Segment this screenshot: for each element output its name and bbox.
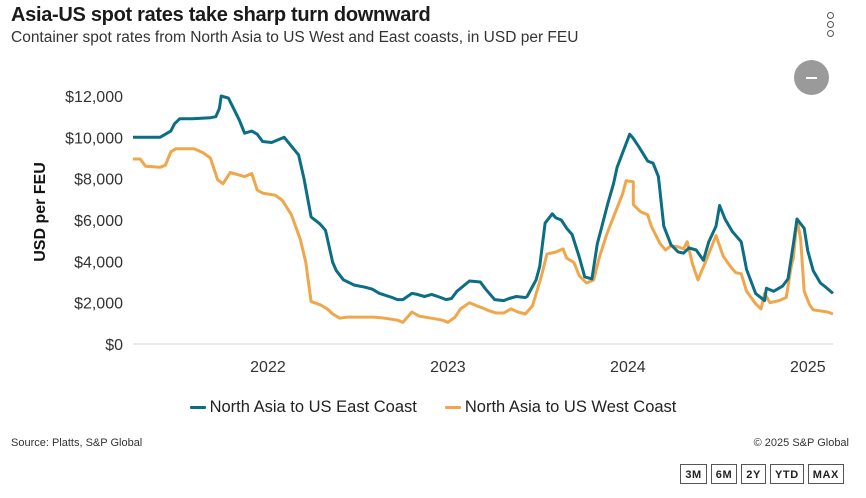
source-note: Source: Platts, S&P Global: [11, 437, 143, 449]
more-vertical-icon: [826, 12, 834, 19]
x-tick-label: 2025: [790, 359, 826, 376]
y-tick-label: $12,000: [65, 89, 123, 106]
range-button-2y[interactable]: 2Y: [741, 464, 766, 484]
range-button-ytd[interactable]: YTD: [769, 464, 804, 484]
series-line-east-coast[interactable]: [133, 94, 834, 303]
legend-label-east-coast: North Asia to US East Coast: [209, 398, 417, 416]
chart-title: Asia-US spot rates take sharp turn downw…: [11, 4, 431, 26]
zoom-out-button[interactable]: [794, 60, 829, 95]
chart-menu-button[interactable]: [820, 12, 840, 40]
legend-label-west-coast: North Asia to US West Coast: [464, 398, 677, 416]
range-button-max[interactable]: MAX: [807, 464, 844, 484]
x-tick-label: 2024: [610, 359, 646, 376]
more-vertical-icon-dot: [826, 21, 834, 28]
range-selector: 3M 6M 2Y YTD MAX: [680, 464, 844, 484]
series-lines: [133, 94, 834, 324]
y-tick-label: $0: [105, 337, 123, 354]
legend-swatch-west-coast: [444, 406, 461, 409]
y-axis-label: USD per FEU: [32, 162, 49, 262]
x-tick-label: 2023: [430, 359, 466, 376]
y-tick-label: $2,000: [74, 296, 123, 313]
more-vertical-icon-dot: [826, 30, 834, 37]
range-button-6m[interactable]: 6M: [710, 464, 738, 484]
y-tick-label: $6,000: [74, 213, 123, 230]
y-tick-label: $10,000: [65, 130, 123, 147]
legend-swatch-east-coast: [189, 406, 206, 409]
copyright-note: © 2025 S&P Global: [753, 437, 849, 449]
legend-item-east-coast[interactable]: North Asia to US East Coast: [189, 398, 417, 417]
y-tick-label: $4,000: [74, 254, 123, 271]
chart-subtitle: Container spot rates from North Asia to …: [11, 29, 579, 46]
y-axis-label-group: USD per FEU: [32, 162, 49, 262]
x-tick-label: 2022: [250, 359, 286, 376]
x-ticks: 2022 2023 2024 2025: [250, 359, 826, 376]
range-button-3m[interactable]: 3M: [680, 464, 707, 484]
legend: North Asia to US East Coast North Asia t…: [0, 398, 866, 417]
line-chart: USD per FEU $0 $2,000 $4,000 $6,000 $8,000 $1…: [32, 89, 834, 376]
y-tick-label: $8,000: [74, 172, 123, 189]
legend-item-west-coast[interactable]: North Asia to US West Coast: [444, 398, 677, 417]
y-ticks: $0 $2,000 $4,000 $6,000 $8,000 $10,000 $12,000: [65, 89, 123, 354]
series-line-west-coast[interactable]: [133, 147, 834, 324]
